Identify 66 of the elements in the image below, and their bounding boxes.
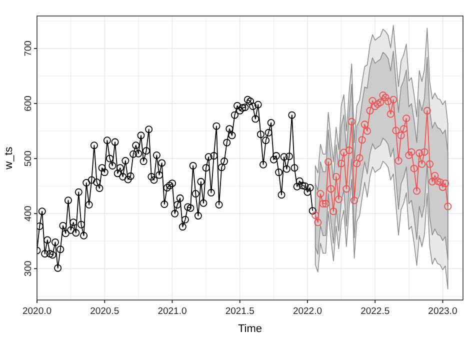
x-tick-label: 2023.0 <box>428 306 458 317</box>
point <box>402 114 410 122</box>
point <box>434 177 442 185</box>
point <box>350 196 358 204</box>
y-axis-title: w_ts <box>3 146 15 170</box>
point <box>364 127 371 135</box>
point <box>384 98 392 106</box>
point <box>358 136 366 144</box>
x-tick-label: 2020.5 <box>90 306 120 317</box>
point <box>431 172 439 180</box>
point <box>332 172 340 180</box>
point <box>397 132 405 140</box>
point <box>428 178 436 186</box>
point <box>442 180 450 188</box>
point <box>312 211 320 219</box>
point <box>376 98 384 106</box>
point <box>330 208 338 216</box>
point <box>356 154 364 162</box>
y-tick-label: 400 <box>23 206 34 222</box>
point <box>436 178 444 186</box>
point <box>423 106 431 114</box>
point <box>345 146 353 154</box>
y-tick-label: 700 <box>23 40 34 56</box>
point <box>366 106 374 114</box>
point <box>418 160 426 168</box>
point <box>319 200 327 208</box>
point <box>444 202 452 210</box>
point <box>338 160 346 168</box>
point <box>327 185 335 193</box>
x-axis-title: Time <box>238 323 262 335</box>
point <box>426 160 434 168</box>
point <box>420 148 428 156</box>
point <box>314 218 322 226</box>
x-tick-label: 2022.0 <box>292 306 322 317</box>
point <box>334 196 342 204</box>
point <box>386 110 394 118</box>
y-tick-label: 500 <box>23 150 34 166</box>
y-tick-label: 300 <box>23 260 34 277</box>
point <box>353 160 361 168</box>
y-tick-label: 600 <box>23 96 34 112</box>
point <box>379 92 387 100</box>
point <box>371 102 379 110</box>
point <box>340 148 348 156</box>
point <box>324 158 332 166</box>
x-tick-label: 2020.0 <box>22 306 52 317</box>
point <box>394 157 402 164</box>
point <box>368 97 376 105</box>
point <box>322 200 330 208</box>
point <box>342 185 350 193</box>
point <box>438 183 446 191</box>
point <box>360 120 368 128</box>
point <box>408 148 416 156</box>
x-tick-label: 2021.0 <box>158 306 187 317</box>
point <box>374 100 382 108</box>
point <box>390 96 398 104</box>
point <box>416 149 424 157</box>
point <box>348 118 356 126</box>
point <box>400 125 408 133</box>
x-tick-label: 2021.5 <box>225 306 254 317</box>
point <box>382 94 390 102</box>
point <box>413 187 420 195</box>
point <box>392 126 400 134</box>
point <box>410 164 418 172</box>
point <box>405 152 413 159</box>
point <box>316 190 324 198</box>
x-tick-label: 2022.5 <box>360 306 390 317</box>
